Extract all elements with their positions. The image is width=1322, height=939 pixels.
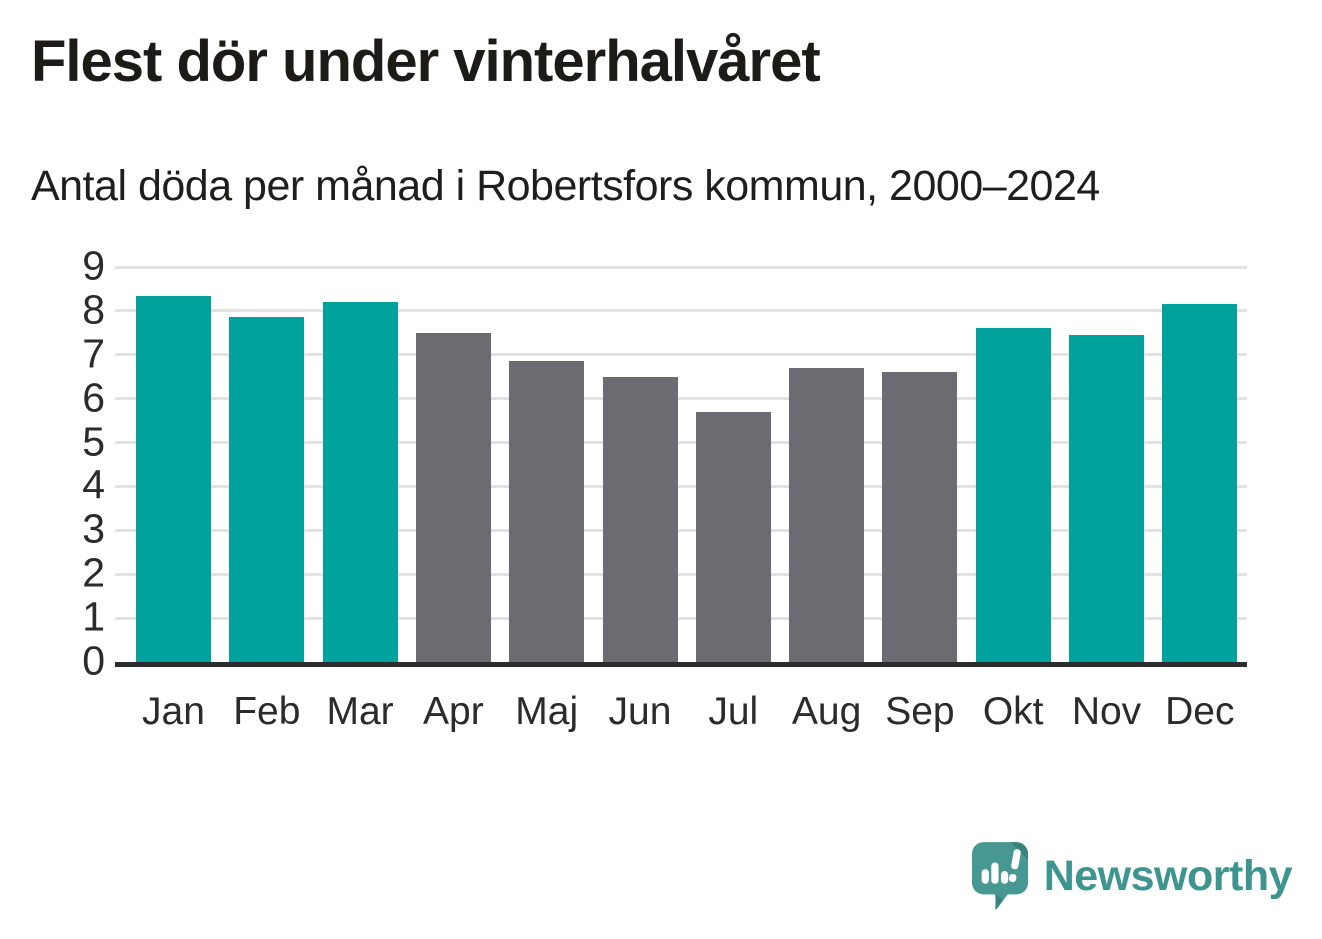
bar-dec bbox=[1162, 304, 1238, 662]
x-tick-label-jan: Jan bbox=[142, 690, 205, 733]
gridline-y-2 bbox=[115, 572, 1247, 576]
bar-feb bbox=[229, 317, 305, 662]
bar-nov bbox=[1069, 335, 1144, 662]
bar-jul bbox=[695, 411, 771, 662]
newsworthy-logo: Newsworthy bbox=[971, 841, 1293, 911]
x-tick-label-nov: Nov bbox=[1071, 690, 1142, 733]
y-tick-label-1: 1 bbox=[82, 593, 105, 640]
bar-okt bbox=[975, 328, 1051, 662]
chart-subtitle: Antal döda per månad i Robertsfors kommu… bbox=[31, 162, 1100, 210]
newsworthy-logo-text: Newsworthy bbox=[1043, 851, 1293, 900]
y-tick-label-6: 6 bbox=[82, 374, 105, 421]
chart-title: Flest dör under vinterhalvåret bbox=[31, 29, 821, 94]
x-tick-label-jul: Jul bbox=[708, 690, 759, 733]
plot-area bbox=[115, 265, 1247, 667]
y-tick-label-2: 2 bbox=[82, 549, 105, 596]
x-tick-label-mar: Mar bbox=[326, 690, 394, 733]
gridline-y-1 bbox=[115, 616, 1247, 620]
gridline-y-5 bbox=[115, 441, 1247, 445]
x-tick-label-dec: Dec bbox=[1165, 690, 1235, 733]
x-axis-labels: Jan Feb Mar Apr Maj Jun Jul Aug Sep Okt Nov Dec bbox=[115, 690, 1247, 740]
y-tick-label-9: 9 bbox=[82, 242, 105, 289]
gridline-y-3 bbox=[115, 528, 1247, 532]
y-tick-label-5: 5 bbox=[82, 418, 105, 465]
bar-maj bbox=[509, 361, 585, 662]
y-tick-label-0: 0 bbox=[82, 637, 105, 684]
y-tick-label-7: 7 bbox=[82, 330, 105, 377]
y-tick-label-8: 8 bbox=[82, 286, 105, 333]
bar-jan bbox=[136, 295, 211, 662]
bar-apr bbox=[415, 332, 491, 662]
gridline-y-4 bbox=[115, 484, 1247, 488]
bar-jun bbox=[602, 376, 678, 662]
gridline-y-9 bbox=[115, 265, 1247, 269]
bar-sep bbox=[882, 372, 958, 662]
x-tick-label-feb: Feb bbox=[233, 690, 301, 733]
gridline-y-7 bbox=[115, 353, 1247, 357]
x-tick-label-sep: Sep bbox=[885, 690, 955, 733]
x-tick-label-maj: Maj bbox=[515, 690, 579, 733]
y-tick-label-4: 4 bbox=[82, 461, 105, 508]
x-tick-label-jun: Jun bbox=[608, 690, 672, 733]
x-axis-line bbox=[115, 662, 1247, 667]
x-tick-label-okt: Okt bbox=[982, 690, 1044, 733]
x-tick-label-aug: Aug bbox=[791, 690, 862, 733]
y-tick-label-3: 3 bbox=[82, 505, 105, 552]
newsworthy-speech-bubble-chart-icon bbox=[971, 842, 1028, 910]
x-tick-label-apr: Apr bbox=[423, 690, 484, 733]
bar-mar bbox=[322, 302, 398, 662]
bar-aug bbox=[789, 367, 865, 662]
gridline-y-8 bbox=[115, 309, 1247, 313]
gridline-y-6 bbox=[115, 397, 1247, 401]
